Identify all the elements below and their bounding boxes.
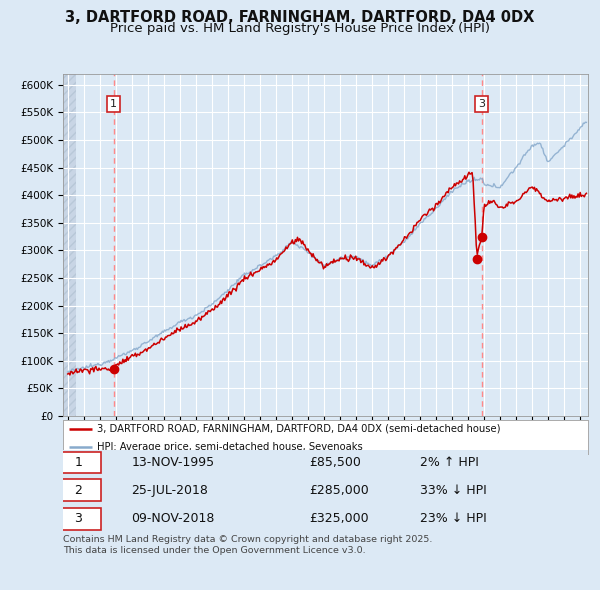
FancyBboxPatch shape [55, 480, 101, 501]
Text: Contains HM Land Registry data © Crown copyright and database right 2025.
This d: Contains HM Land Registry data © Crown c… [63, 535, 433, 555]
Text: 33% ↓ HPI: 33% ↓ HPI [420, 484, 487, 497]
Text: £85,500: £85,500 [310, 456, 362, 469]
Text: 1: 1 [110, 99, 117, 109]
Text: £325,000: £325,000 [310, 512, 370, 525]
Text: 23% ↓ HPI: 23% ↓ HPI [420, 512, 487, 525]
Text: 3: 3 [74, 512, 82, 525]
Text: 13-NOV-1995: 13-NOV-1995 [131, 456, 214, 469]
Text: 2% ↑ HPI: 2% ↑ HPI [420, 456, 479, 469]
Text: 3, DARTFORD ROAD, FARNINGHAM, DARTFORD, DA4 0DX (semi-detached house): 3, DARTFORD ROAD, FARNINGHAM, DARTFORD, … [97, 424, 500, 434]
Text: 3, DARTFORD ROAD, FARNINGHAM, DARTFORD, DA4 0DX: 3, DARTFORD ROAD, FARNINGHAM, DARTFORD, … [65, 10, 535, 25]
Text: Price paid vs. HM Land Registry's House Price Index (HPI): Price paid vs. HM Land Registry's House … [110, 22, 490, 35]
Text: 1: 1 [74, 456, 82, 469]
Text: 3: 3 [478, 99, 485, 109]
FancyBboxPatch shape [55, 452, 101, 473]
FancyBboxPatch shape [55, 508, 101, 529]
Text: 2: 2 [74, 484, 82, 497]
Bar [63, 74, 76, 416]
Text: £285,000: £285,000 [310, 484, 370, 497]
Text: 09-NOV-2018: 09-NOV-2018 [131, 512, 215, 525]
Text: HPI: Average price, semi-detached house, Sevenoaks: HPI: Average price, semi-detached house,… [97, 442, 363, 452]
Text: 25-JUL-2018: 25-JUL-2018 [131, 484, 208, 497]
